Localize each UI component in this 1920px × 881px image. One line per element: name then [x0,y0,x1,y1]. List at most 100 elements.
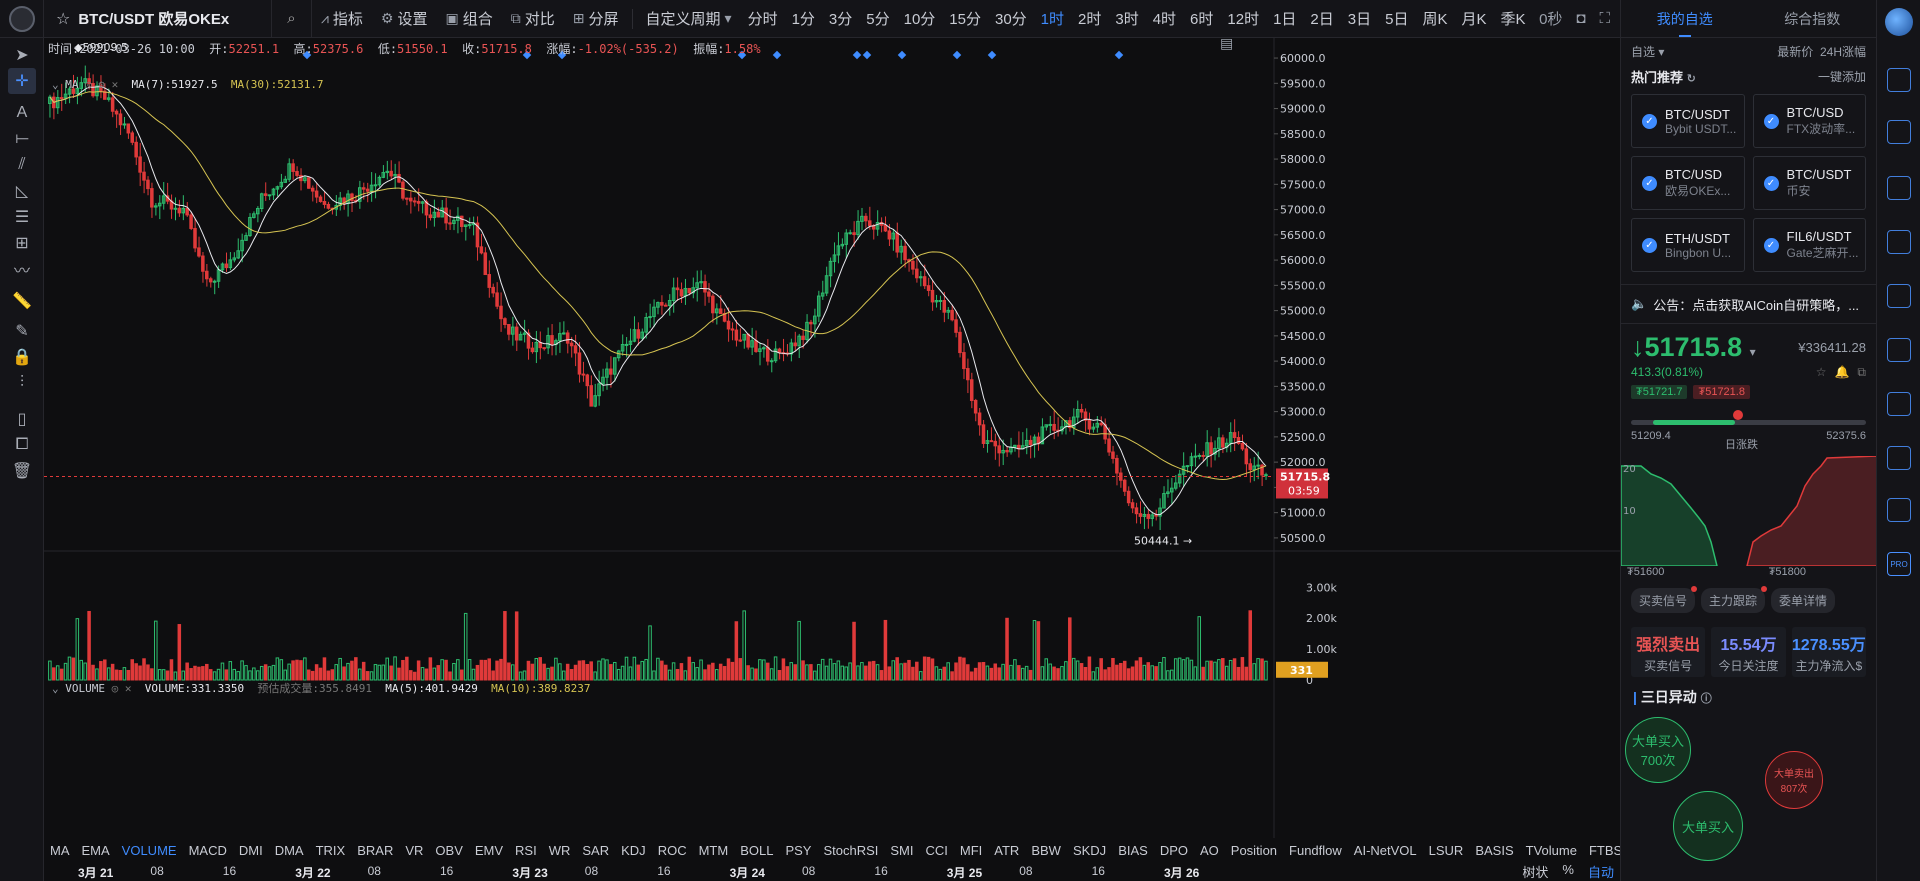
indicator-tab[interactable]: VOLUME [121,842,177,858]
compare-button[interactable]: ⧉ 对比 [510,10,555,28]
indicator-tab[interactable]: MTM [698,842,729,858]
period-tab[interactable]: 12时 [1227,11,1260,28]
indicator-tab[interactable]: RSI [515,842,537,858]
combo-button[interactable]: ▣ 组合 [445,10,493,28]
compass-icon[interactable] [1887,392,1911,416]
tab-indices[interactable]: 综合指数 [1784,10,1841,27]
check-icon[interactable]: ✓ [1763,175,1779,191]
collapse-icon[interactable]: ⌄ [52,78,59,91]
feature-pill[interactable]: 委单详情 [1771,588,1836,613]
crosshair-icon[interactable]: ✛ [8,68,36,94]
indicator-tab[interactable]: PSY [785,842,812,858]
indicator-tab[interactable]: DMI [238,842,263,858]
box-tool-icon[interactable]: ⊞ [15,235,29,252]
indicator-tab[interactable]: BASIS [1475,842,1514,858]
indicator-tab[interactable]: AI-NetVOL [1353,842,1417,858]
indicator-tab[interactable]: MFI [959,842,983,858]
analysis-icon[interactable] [1887,176,1911,200]
indicator-tab[interactable]: BBW [1031,842,1061,858]
check-icon[interactable]: ✓ [1763,113,1779,129]
watchlist-icon[interactable] [1887,68,1911,92]
period-tab[interactable]: 2日 [1310,11,1334,28]
indicator-tab[interactable]: BOLL [740,842,774,858]
template-icon[interactable]: ⧠ [15,436,29,453]
indicators-button[interactable]: ⩘ 指标 [321,10,363,28]
period-tab[interactable]: 1分 [791,11,815,28]
add-all-button[interactable]: 一键添加 [1817,69,1866,84]
feature-pill[interactable]: 主力跟踪 [1701,586,1768,613]
depth-chart[interactable]: 20 10 [1620,455,1878,567]
period-tab[interactable]: 4时 [1152,11,1177,28]
favorite-icon[interactable]: ☆ [1815,365,1827,379]
bubble-big-buy-2[interactable]: 大单买入 [1673,791,1743,861]
period-tab[interactable]: 周K [1422,11,1448,28]
lock-icon[interactable]: 🔒 [12,349,32,366]
bubble-big-buy[interactable]: 大单买入 700次 [1625,717,1691,783]
alert-icon[interactable]: 🔔 [1834,365,1850,379]
search-icon[interactable]: ⌕ [272,0,312,38]
indicator-tab[interactable]: ATR [994,842,1020,858]
period-tab[interactable]: 月K [1461,11,1487,28]
period-tab[interactable]: 1日 [1273,11,1297,28]
period-tab[interactable]: 2时 [1078,11,1102,28]
triangle-tool-icon[interactable]: ◺ [15,183,29,200]
text-tool-icon[interactable]: A [16,104,28,121]
period-tab[interactable]: 季K [1500,11,1526,28]
ruler-icon[interactable]: 📏 [12,293,32,310]
recommend-card[interactable]: ✓ BTC/USDT 币安 [1752,156,1866,210]
indicator-tab[interactable]: LSUR [1428,842,1464,858]
export-icon[interactable]: ⧉ [1857,365,1866,379]
symbol-selector[interactable]: ☆ BTC/USDT 欧易OKEx [44,0,272,38]
indicator-tab[interactable]: DMA [274,842,304,858]
stat-card[interactable]: 强烈卖出 买卖信号 [1631,627,1706,677]
brush-icon[interactable]: ✎ [15,323,29,340]
period-tab[interactable]: 3分 [828,11,853,28]
auto-scale-toggle[interactable]: 自动 [1587,865,1614,880]
indicator-tab[interactable]: StochRSI [823,842,879,858]
wave-tool-icon[interactable]: 〰 [13,263,30,280]
app-logo[interactable] [0,0,44,38]
period-tab[interactable]: 10分 [903,11,936,28]
indicator-tab[interactable]: SKDJ [1072,842,1107,858]
recommend-card[interactable]: ✓ ETH/USDT Bingbon U... [1631,218,1745,272]
period-tab[interactable]: 1时 [1040,11,1065,28]
check-icon[interactable]: ✓ [1642,237,1657,253]
fullscreen-icon[interactable]: ⛶ [1599,10,1610,27]
recommend-card[interactable]: ✓ BTC/USDT Bybit USDT... [1631,94,1745,148]
refresh-icon[interactable]: ↻ [1686,72,1696,85]
indicator-tab[interactable]: BIAS [1118,842,1148,858]
fib-tool-icon[interactable]: ☰ [14,209,30,226]
chart-area[interactable]: 60000.0 59500.0 59000.0 58500.0 58000.0 57500… [44,38,1760,881]
close-icon[interactable]: ✕ [111,78,119,91]
pro-icon[interactable]: PRO [1887,552,1911,576]
stat-card[interactable]: 15.54万 今日关注度 [1711,627,1786,677]
indicator-tab[interactable]: TRIX [315,842,346,858]
recommend-card[interactable]: ✓ BTC/USD 欧易OKEx... [1631,156,1745,210]
stat-card[interactable]: 1278.55万 主力净流入$ [1791,627,1866,677]
check-icon[interactable]: ✓ [1642,175,1657,191]
indicator-tab[interactable]: OBV [435,842,463,858]
copy-icon[interactable] [1887,284,1911,308]
line-tool-icon[interactable]: ⟝ [15,130,29,147]
candlestick-chart[interactable]: 60000.0 59500.0 59000.0 58500.0 58000.0 57500… [44,38,1620,838]
col-last-price[interactable]: 最新价 [1777,44,1814,59]
feature-pill[interactable]: 买卖信号 [1631,586,1698,613]
indicator-tab[interactable]: KDJ [621,842,646,858]
period-tab[interactable]: 15分 [949,11,981,28]
check-icon[interactable]: ✓ [1642,113,1657,129]
collapse-icon[interactable]: ⌄ [52,682,59,695]
list-icon[interactable] [1887,446,1911,470]
period-tab[interactable]: 分时 [747,11,778,28]
indicator-tab[interactable]: Position [1230,842,1278,858]
period-tab[interactable]: 3日 [1347,11,1372,28]
trend-tool-icon[interactable]: ⫽ [18,156,26,173]
watchlist-dropdown[interactable]: 自选 ▾ [1631,44,1665,59]
indicator-tab[interactable]: VR [405,842,424,858]
indicator-tab[interactable]: CCI [925,842,948,858]
period-tab[interactable]: 30分 [994,11,1027,28]
cursor-icon[interactable]: ➤ [15,47,29,64]
gear-icon[interactable]: ⚙ [98,78,105,91]
period-tab[interactable]: 6时 [1190,11,1214,28]
indicator-tab[interactable]: BRAR [357,842,394,858]
indicator-tab[interactable]: SMI [890,842,914,858]
